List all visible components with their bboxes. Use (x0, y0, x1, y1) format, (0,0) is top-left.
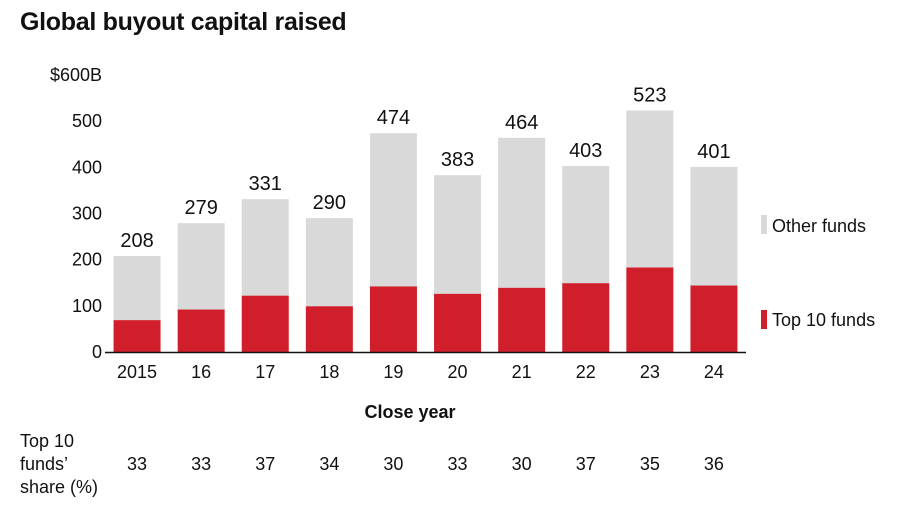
share-value: 37 (255, 454, 276, 474)
x-tick-label: 17 (255, 362, 275, 382)
bar-total-label: 208 (120, 230, 153, 252)
bar-top-10-funds (626, 267, 674, 352)
legend-label-top-10-funds: Top 10 funds (772, 310, 875, 330)
legend-swatch-other-funds (761, 215, 767, 234)
y-tick-label: 0 (92, 342, 102, 362)
legend-swatch-top-10-funds (761, 310, 767, 329)
share-value: 35 (639, 454, 660, 474)
share-label-line: Top 10 (20, 431, 75, 451)
bar-other-funds (369, 133, 417, 287)
bar-total-label: 279 (184, 197, 217, 219)
bar-total-label: 403 (569, 140, 602, 162)
bar-total-label: 331 (249, 173, 282, 195)
share-value: 34 (319, 454, 340, 474)
bar-top-10-funds (690, 285, 738, 352)
x-axis-title: Close year (364, 402, 455, 422)
bar-total-label: 474 (377, 107, 410, 129)
bar-total-label: 383 (441, 149, 474, 171)
legend-label-other-funds: Other funds (772, 216, 866, 236)
share-value: 30 (511, 454, 532, 474)
x-tick-label: 18 (319, 362, 339, 382)
bar-other-funds (305, 218, 353, 307)
y-tick-label: 100 (72, 296, 102, 316)
x-tick-label: 23 (640, 362, 660, 382)
bar-top-10-funds (498, 287, 546, 352)
bar-total-label: 464 (505, 112, 538, 134)
share-value: 30 (383, 454, 404, 474)
bar-top-10-funds (369, 286, 417, 352)
x-tick-label: 22 (576, 362, 596, 382)
share-label-line: funds’ (20, 454, 69, 474)
bar-top-10-funds (241, 295, 289, 352)
bar-other-funds (690, 166, 738, 286)
bar-top-10-funds (434, 293, 482, 352)
y-tick-label: $600B (50, 65, 102, 85)
y-tick-label: 500 (72, 111, 102, 131)
x-tick-label: 24 (704, 362, 724, 382)
bar-other-funds (241, 199, 289, 296)
share-value: 33 (127, 454, 148, 474)
bar-other-funds (113, 255, 161, 321)
bar-top-10-funds (113, 320, 161, 352)
y-tick-label: 200 (72, 250, 102, 270)
bar-top-10-funds (562, 283, 610, 352)
y-tick-label: 300 (72, 204, 102, 224)
x-tick-label: 19 (383, 362, 403, 382)
bar-total-label: 401 (697, 141, 730, 163)
share-row-label: Top 10 funds’ share (%) (20, 430, 98, 499)
bar-other-funds (434, 175, 482, 294)
x-tick-label: 16 (191, 362, 211, 382)
y-tick-label: 400 (72, 157, 102, 177)
x-tick-label: 20 (448, 362, 468, 382)
bar-top-10-funds (305, 306, 353, 352)
bar-other-funds (626, 110, 674, 268)
chart-title: Global buyout capital raised (20, 8, 347, 36)
share-label-line: share (%) (20, 477, 99, 497)
bar-top-10-funds (177, 309, 225, 352)
share-value: 36 (703, 454, 724, 474)
bar-total-label: 290 (313, 192, 346, 214)
bar-other-funds (562, 165, 610, 284)
bar-other-funds (498, 137, 546, 288)
share-value: 33 (447, 454, 468, 474)
bar-total-label: 523 (633, 85, 666, 107)
x-tick-label: 2015 (117, 362, 157, 382)
x-tick-label: 21 (512, 362, 532, 382)
share-value: 33 (191, 454, 212, 474)
bar-other-funds (177, 223, 225, 310)
share-value: 37 (575, 454, 596, 474)
